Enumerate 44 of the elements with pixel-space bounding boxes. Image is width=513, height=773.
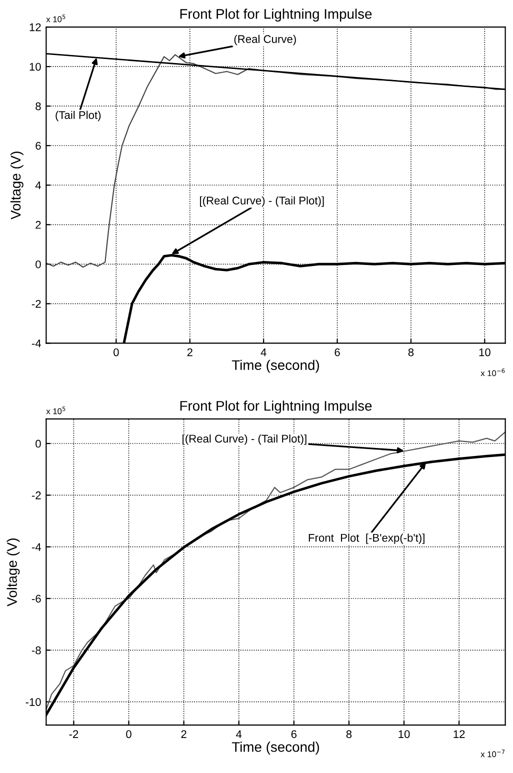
y-tick-label: 12 (30, 23, 41, 32)
x-axis-title: Time (second) (232, 360, 319, 373)
text: x 10$^{−7}$ (480, 750, 505, 758)
annotation: [(Real Curve) - (Tail Plot)] (200, 196, 324, 207)
x-tick-label: 8 (408, 348, 414, 356)
x-tick-label: -2 (69, 730, 78, 738)
annotation: [(Real Curve) - (Tail Plot)] (182, 434, 306, 445)
chart-title: Front Plot for Lightning Impulse (180, 8, 372, 22)
annotation: Front Plot [-B'exp(-b't)] (308, 534, 424, 544)
x-axis-title: Time (second) (232, 742, 319, 755)
x-tick-label: 12 (454, 730, 465, 738)
y-tick-label: -2 (32, 491, 41, 500)
x-tick-label: 8 (346, 730, 352, 738)
y-tick-label: -4 (32, 340, 41, 348)
y-tick-label: 2 (36, 220, 41, 229)
text: x 10$^{5}$ (46, 406, 66, 414)
x-tick-label: 6 (334, 348, 340, 356)
x-tick-label: 10 (479, 348, 490, 356)
x-tick-label: 2 (187, 348, 192, 356)
y-tick-label: 6 (36, 142, 41, 150)
y-tick-label: -2 (32, 300, 41, 308)
y-tick-label: 4 (35, 182, 41, 190)
y-tick-label: -6 (32, 594, 41, 603)
x-tick-label: 6 (291, 730, 297, 738)
y-tick-label: 8 (36, 102, 41, 110)
x-tick-label: 10 (398, 730, 410, 738)
chart-title: Front Plot for Lightning Impulse (180, 400, 372, 414)
y-axis-title: Voltage (V) (6, 538, 20, 606)
text: x 10$^{−6}$ (480, 368, 505, 376)
y-tick-label: -8 (32, 646, 41, 654)
annotation: (Tail Plot) (56, 110, 101, 122)
text: x 10$^{5}$ (46, 14, 66, 22)
y-tick-label: 0 (36, 440, 41, 448)
x-tick-label: 0 (114, 348, 119, 356)
y-tick-label: 0 (36, 260, 41, 268)
x-tick-label: 4 (236, 730, 242, 738)
y-axis-title: Voltage (V) (10, 152, 24, 220)
x-tick-label: 2 (181, 730, 186, 738)
x-tick-label: 0 (126, 730, 132, 738)
x-tick-label: 4 (260, 348, 266, 356)
y-tick-label: -4 (32, 543, 41, 551)
y-tick-label: 10 (30, 62, 41, 71)
y-tick-label: -10 (26, 698, 41, 706)
annotation: (Real Curve) (234, 34, 296, 46)
